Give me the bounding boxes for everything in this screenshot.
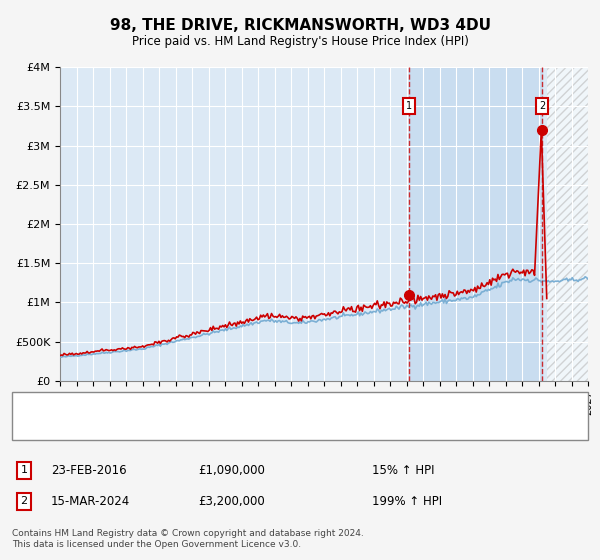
Text: Contains HM Land Registry data © Crown copyright and database right 2024.
This d: Contains HM Land Registry data © Crown c… (12, 529, 364, 549)
Bar (409, 67, 542, 381)
Text: —————: ————— (24, 421, 86, 434)
Text: 15-MAR-2024: 15-MAR-2024 (51, 494, 130, 508)
Text: 23-FEB-2016: 23-FEB-2016 (51, 464, 127, 477)
Text: HPI: Average price, detached house, Three Rivers: HPI: Average price, detached house, Thre… (93, 422, 352, 432)
Text: 98, THE DRIVE, RICKMANSWORTH, WD3 4DU (detached house): 98, THE DRIVE, RICKMANSWORTH, WD3 4DU (d… (93, 400, 420, 410)
Text: 2: 2 (539, 101, 545, 111)
Text: 199% ↑ HPI: 199% ↑ HPI (372, 494, 442, 508)
Text: Price paid vs. HM Land Registry's House Price Index (HPI): Price paid vs. HM Land Registry's House … (131, 35, 469, 49)
Text: £3,200,000: £3,200,000 (198, 494, 265, 508)
Text: 1: 1 (20, 465, 28, 475)
Text: —————: ————— (24, 398, 86, 412)
Text: £1,090,000: £1,090,000 (198, 464, 265, 477)
Text: 2: 2 (20, 496, 28, 506)
Text: 15% ↑ HPI: 15% ↑ HPI (372, 464, 434, 477)
Text: 98, THE DRIVE, RICKMANSWORTH, WD3 4DU: 98, THE DRIVE, RICKMANSWORTH, WD3 4DU (110, 18, 491, 32)
Text: 1: 1 (406, 101, 412, 111)
